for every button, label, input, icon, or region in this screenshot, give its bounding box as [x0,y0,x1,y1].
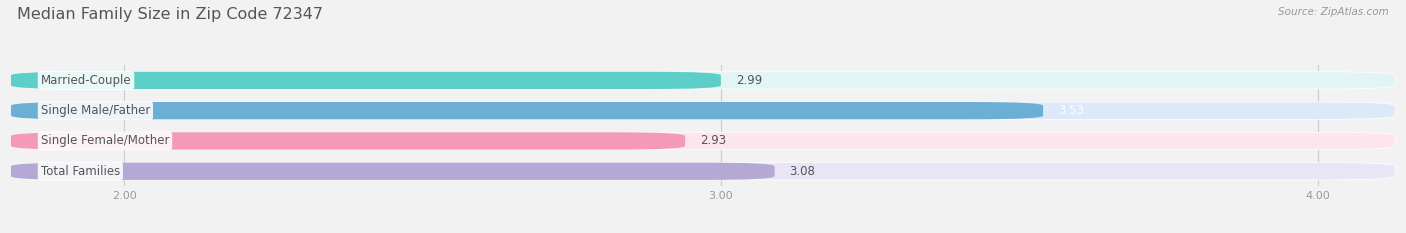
Text: Single Female/Mother: Single Female/Mother [41,134,169,147]
FancyBboxPatch shape [11,132,685,150]
FancyBboxPatch shape [11,163,1395,180]
Text: 3.53: 3.53 [1057,104,1084,117]
Text: Single Male/Father: Single Male/Father [41,104,150,117]
FancyBboxPatch shape [11,102,1043,119]
FancyBboxPatch shape [11,72,1395,89]
FancyBboxPatch shape [11,72,721,89]
Text: Married-Couple: Married-Couple [41,74,131,87]
Text: 2.93: 2.93 [700,134,725,147]
Text: 3.08: 3.08 [790,165,815,178]
Text: Total Families: Total Families [41,165,120,178]
Text: Median Family Size in Zip Code 72347: Median Family Size in Zip Code 72347 [17,7,323,22]
Text: Source: ZipAtlas.com: Source: ZipAtlas.com [1278,7,1389,17]
FancyBboxPatch shape [11,102,1395,119]
FancyBboxPatch shape [11,163,775,180]
Text: 2.99: 2.99 [735,74,762,87]
FancyBboxPatch shape [11,132,1395,150]
